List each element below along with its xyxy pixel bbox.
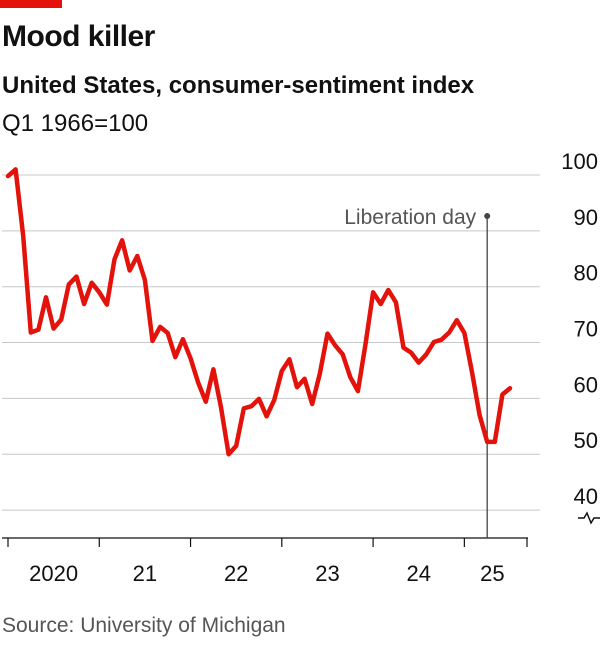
x-tick-label-23: 23 [315,561,339,586]
y-tick-label-70: 70 [574,317,598,342]
sentiment-index-line [5,167,513,457]
brand-accent-bar [0,0,62,8]
x-tick-label-24: 24 [406,561,430,586]
source-note: Source: University of Michigan [2,614,286,637]
chart-subtitle: United States, consumer-sentiment index [2,72,475,99]
x-tick-label-2020: 2020 [29,561,78,586]
liberation-day-marker-dot [484,213,491,219]
y-tick-label-60: 60 [574,372,598,397]
x-tick-label-25: 25 [480,561,504,586]
x-tick-label-22: 22 [224,561,248,586]
y-tick-label-40: 40 [574,484,598,509]
y-tick-label-100: 100 [561,149,598,174]
axis-break-mark [578,511,600,525]
y-tick-label-80: 80 [574,261,598,286]
chart-plot: 40 50 60 70 80 90 100 2020 21 22 23 24 25 Liberatio… [2,149,600,586]
x-tick-label-21: 21 [133,561,157,586]
chart-title: Mood killer [2,20,155,53]
chart-unit-label: Q1 1966=100 [2,110,149,137]
annotations: Liberation day [344,206,491,538]
y-tick-label-50: 50 [574,428,598,453]
y-tick-label-90: 90 [574,205,598,230]
y-axis-break-symbol [578,511,600,525]
x-axis: 2020 21 22 23 24 25 [2,537,528,586]
y-axis-tick-labels: 40 50 60 70 80 90 100 [561,149,598,509]
liberation-day-label: Liberation day [344,206,476,229]
series-layer [5,167,513,457]
